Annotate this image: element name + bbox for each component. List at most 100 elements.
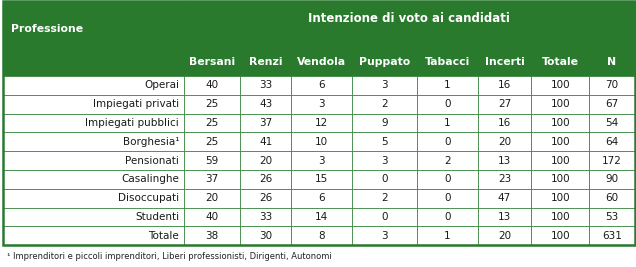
- Bar: [531, 226, 589, 245]
- Bar: [184, 47, 240, 76]
- Bar: [3, 76, 184, 95]
- Text: 100: 100: [550, 156, 570, 166]
- Bar: [184, 170, 240, 189]
- Bar: [184, 226, 240, 245]
- Text: 13: 13: [498, 212, 511, 222]
- Text: 70: 70: [605, 80, 619, 91]
- Bar: [3, 226, 184, 245]
- Text: 3: 3: [381, 80, 388, 91]
- Text: 2: 2: [381, 193, 388, 203]
- Text: 100: 100: [550, 174, 570, 184]
- Text: 16: 16: [498, 118, 511, 128]
- Bar: [352, 132, 417, 151]
- Bar: [3, 151, 184, 170]
- Text: 0: 0: [444, 212, 450, 222]
- Text: Studenti: Studenti: [135, 212, 179, 222]
- Bar: [589, 151, 635, 170]
- Text: 100: 100: [550, 212, 570, 222]
- Text: 30: 30: [259, 231, 272, 241]
- Text: 25: 25: [205, 99, 219, 109]
- Text: 9: 9: [381, 118, 388, 128]
- Bar: [478, 151, 531, 170]
- Text: Disoccupati: Disoccupati: [118, 193, 179, 203]
- Text: Puppato: Puppato: [359, 57, 410, 67]
- Bar: [531, 170, 589, 189]
- Bar: [3, 189, 184, 207]
- Text: 26: 26: [259, 174, 272, 184]
- Text: 3: 3: [381, 156, 388, 166]
- Bar: [589, 95, 635, 114]
- Text: 33: 33: [259, 80, 272, 91]
- Bar: [589, 114, 635, 132]
- Bar: [589, 47, 635, 76]
- Bar: [352, 207, 417, 226]
- Bar: [240, 189, 291, 207]
- Text: 90: 90: [605, 174, 619, 184]
- Text: 8: 8: [319, 231, 325, 241]
- Bar: [291, 207, 352, 226]
- Bar: [417, 47, 478, 76]
- Bar: [531, 151, 589, 170]
- Bar: [589, 207, 635, 226]
- Bar: [478, 207, 531, 226]
- Bar: [291, 189, 352, 207]
- Bar: [240, 132, 291, 151]
- Bar: [240, 151, 291, 170]
- Bar: [531, 76, 589, 95]
- Text: 40: 40: [205, 212, 218, 222]
- Bar: [3, 170, 184, 189]
- Text: Tabacci: Tabacci: [425, 57, 470, 67]
- Bar: [478, 170, 531, 189]
- Text: 3: 3: [381, 231, 388, 241]
- Text: 12: 12: [315, 118, 328, 128]
- Bar: [291, 170, 352, 189]
- Bar: [291, 151, 352, 170]
- Bar: [589, 189, 635, 207]
- Bar: [240, 76, 291, 95]
- Bar: [240, 47, 291, 76]
- Text: Professione: Professione: [11, 24, 83, 34]
- Bar: [417, 114, 478, 132]
- Bar: [478, 95, 531, 114]
- Bar: [3, 95, 184, 114]
- Text: Incerti: Incerti: [485, 57, 524, 67]
- Bar: [589, 170, 635, 189]
- Bar: [352, 189, 417, 207]
- Bar: [352, 170, 417, 189]
- Bar: [240, 95, 291, 114]
- Text: 3: 3: [319, 156, 325, 166]
- Text: Intenzione di voto ai candidati: Intenzione di voto ai candidati: [308, 12, 510, 25]
- Text: 20: 20: [205, 193, 218, 203]
- Bar: [478, 226, 531, 245]
- Text: 25: 25: [205, 137, 219, 147]
- Bar: [240, 207, 291, 226]
- Text: 60: 60: [605, 193, 619, 203]
- Bar: [352, 95, 417, 114]
- Text: 33: 33: [259, 212, 272, 222]
- Bar: [589, 76, 635, 95]
- Bar: [531, 95, 589, 114]
- Bar: [291, 226, 352, 245]
- Text: ¹ Imprenditori e piccoli imprenditori, Liberi professionisti, Dirigenti, Autonom: ¹ Imprenditori e piccoli imprenditori, L…: [7, 252, 332, 261]
- Bar: [531, 132, 589, 151]
- Bar: [291, 95, 352, 114]
- Bar: [417, 76, 478, 95]
- Bar: [531, 207, 589, 226]
- Text: 1: 1: [444, 80, 450, 91]
- Text: 64: 64: [605, 137, 619, 147]
- Bar: [184, 76, 240, 95]
- Text: 0: 0: [444, 137, 450, 147]
- Bar: [3, 132, 184, 151]
- Text: 3: 3: [319, 99, 325, 109]
- Text: 6: 6: [319, 80, 325, 91]
- Bar: [184, 114, 240, 132]
- Text: 100: 100: [550, 118, 570, 128]
- Bar: [417, 132, 478, 151]
- Bar: [352, 151, 417, 170]
- Bar: [291, 132, 352, 151]
- Bar: [531, 114, 589, 132]
- Bar: [589, 132, 635, 151]
- Bar: [184, 95, 240, 114]
- Bar: [240, 114, 291, 132]
- Text: N: N: [607, 57, 616, 67]
